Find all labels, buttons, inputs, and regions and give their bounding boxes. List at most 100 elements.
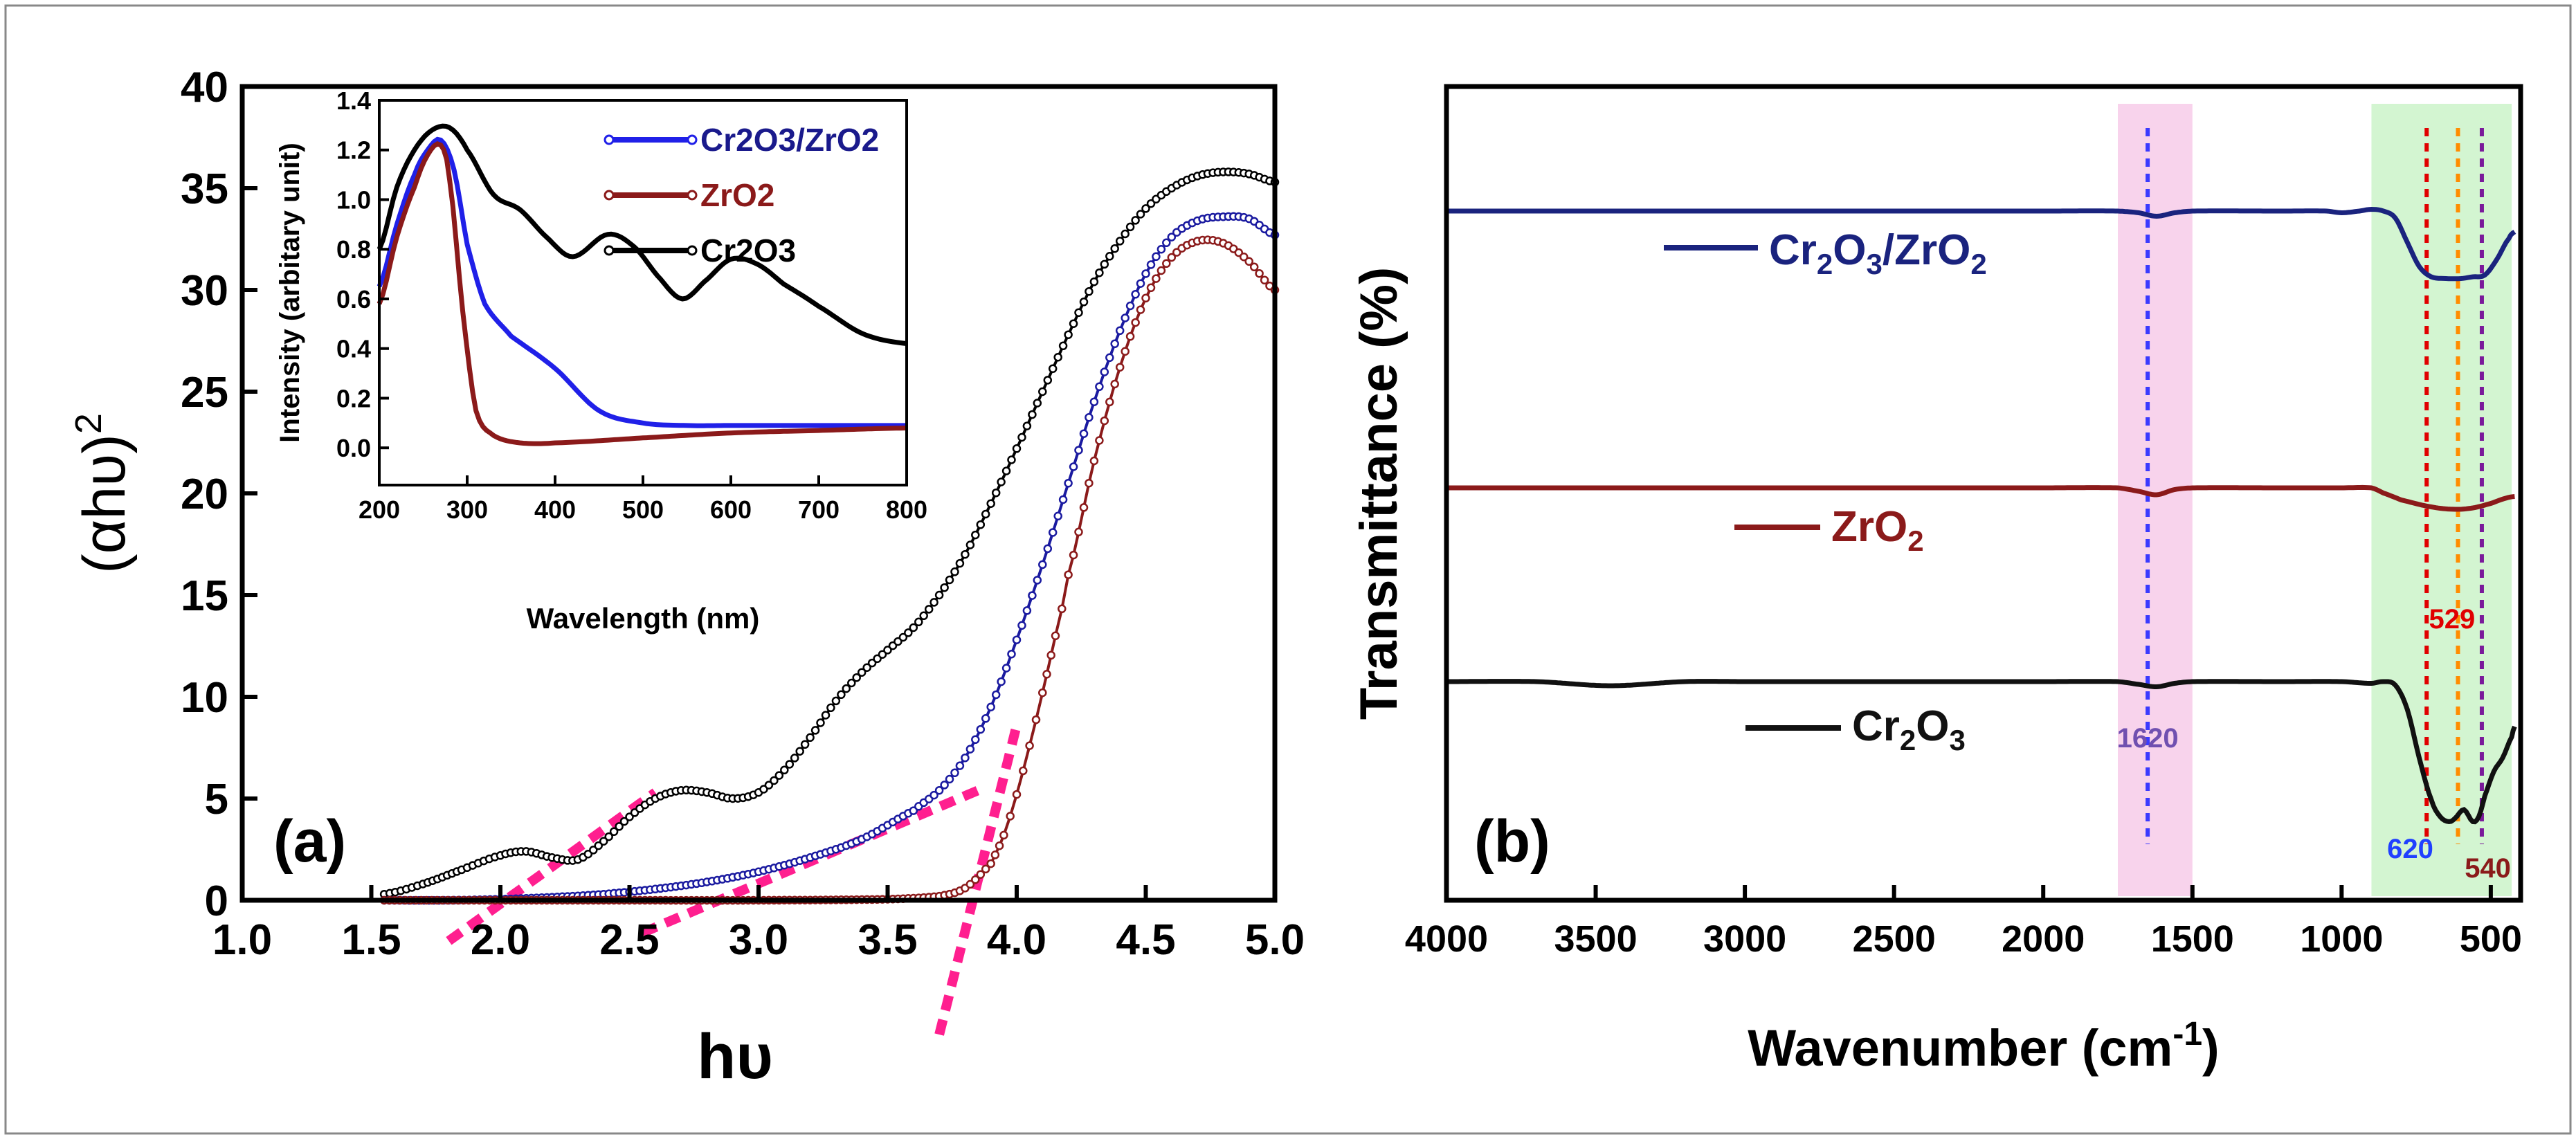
data-point	[1089, 456, 1099, 466]
legend-b-sub: 2	[1817, 248, 1833, 280]
series-cr2o3	[379, 167, 1280, 899]
data-point	[1048, 528, 1058, 537]
data-point	[1064, 330, 1073, 339]
data-point	[945, 575, 954, 585]
data-point	[1136, 305, 1145, 314]
y-axis-label-main: (αhυ)	[71, 434, 138, 574]
inset-series-cr2o3-zro2	[377, 136, 907, 428]
data-point	[1121, 229, 1130, 239]
peak-annotation: 620	[2387, 834, 2433, 864]
data-point	[1162, 238, 1171, 248]
data-point	[914, 617, 923, 627]
data-point	[1069, 462, 1078, 471]
legend-b-sub: 3	[1950, 724, 1966, 756]
legend-item-cr2o3: Cr2O3	[604, 233, 796, 268]
legend-b-sub: 2	[1907, 525, 1923, 557]
data-point	[909, 623, 918, 632]
data-point	[1069, 319, 1078, 328]
x-tick-label: 5.0	[1245, 916, 1305, 964]
data-point	[986, 702, 995, 711]
data-point	[1157, 266, 1166, 275]
data-point	[1074, 527, 1083, 537]
data-point	[1089, 277, 1099, 286]
inset-x-axis-label: Wavelength (nm)	[527, 602, 760, 635]
y-axis-label-superscript: 2	[68, 413, 109, 434]
y-tick-label: 5	[205, 776, 228, 823]
data-point	[955, 558, 965, 568]
data-point	[1051, 631, 1060, 641]
x-tick-label-b: 3500	[1554, 918, 1637, 960]
data-point	[1100, 367, 1109, 376]
legend-b-zro2: ZrO2	[1734, 503, 1924, 557]
data-point	[1095, 268, 1104, 277]
x-tick-label-b: 500	[2460, 918, 2522, 960]
inset-y-tick-label: 0.4	[336, 335, 371, 363]
data-point	[1100, 416, 1109, 426]
data-point	[1146, 199, 1156, 208]
data-point	[837, 690, 846, 700]
ftir-series-zro2	[1446, 484, 2515, 512]
data-point	[1125, 222, 1135, 232]
data-point	[878, 650, 887, 659]
data-point	[1007, 649, 1016, 659]
inset-y-tick-label: 0.8	[336, 235, 371, 264]
data-point	[806, 733, 815, 742]
x-tick-label: 3.5	[858, 916, 917, 964]
data-point	[1058, 495, 1068, 504]
data-point	[1017, 432, 1026, 442]
inset-x-tick-label: 200	[359, 495, 400, 524]
data-point	[795, 747, 804, 756]
data-point	[1043, 376, 1053, 385]
svg-text:Cr2O3/ZrO2: Cr2O3/ZrO2	[1769, 226, 1987, 280]
data-point	[1115, 237, 1125, 246]
data-point	[976, 870, 986, 879]
inset-series-zro2	[377, 141, 907, 446]
data-point	[1012, 790, 1022, 799]
data-point	[965, 880, 975, 889]
data-point	[1141, 204, 1150, 213]
inset-y-tick-label: 1.0	[336, 185, 371, 214]
data-point	[774, 771, 784, 780]
panel-label-b: (b)	[1474, 808, 1550, 875]
data-point	[971, 875, 980, 884]
data-point	[986, 859, 995, 868]
data-point	[1100, 259, 1109, 269]
data-point	[1157, 244, 1166, 254]
x-tick-label-b: 3000	[1703, 918, 1786, 960]
x-axis-label-b-close: )	[2202, 1019, 2220, 1077]
ftir-series-cr2o3	[1446, 679, 2517, 825]
x-tick-label-b: 2500	[1853, 918, 1936, 960]
data-point	[1053, 511, 1062, 521]
data-point	[1028, 591, 1037, 600]
x-tick-label: 1.5	[341, 916, 401, 964]
inset-series-cr2o3	[377, 123, 907, 346]
data-point	[842, 684, 851, 693]
data-point	[1085, 478, 1094, 488]
y-tick-label: 10	[181, 674, 228, 722]
ftir-series-cr2o3-zro2	[1446, 206, 2516, 282]
inset-x-tick-label: 400	[534, 495, 576, 524]
data-point	[1131, 216, 1140, 225]
data-point	[1255, 268, 1264, 278]
data-point	[1121, 347, 1130, 356]
peak-annotation: 1620	[2117, 723, 2179, 754]
data-point	[857, 668, 867, 677]
svg-text:(αhυ)2: (αhυ)2	[68, 413, 138, 574]
data-point	[1064, 570, 1073, 579]
y-tick-label: 25	[181, 369, 228, 417]
x-tick-label: 4.5	[1116, 916, 1175, 964]
data-point	[883, 646, 892, 655]
data-point	[862, 663, 871, 672]
data-point	[1239, 252, 1249, 262]
x-tick-label-b: 1000	[2300, 918, 2383, 960]
data-point	[1095, 436, 1104, 445]
data-point	[1110, 379, 1119, 389]
inset-y-tick-label: 0.0	[336, 434, 371, 462]
data-point	[1141, 293, 1150, 303]
legend-b-cr2o3-zro2: Cr2O3/ZrO2	[1664, 226, 1987, 280]
data-point	[1058, 341, 1068, 351]
data-point	[1058, 604, 1067, 614]
y-axis-ticks: 0 5 10 15 20 25 30 35 40	[181, 64, 257, 925]
data-point	[1167, 233, 1177, 242]
data-point	[1006, 812, 1015, 821]
